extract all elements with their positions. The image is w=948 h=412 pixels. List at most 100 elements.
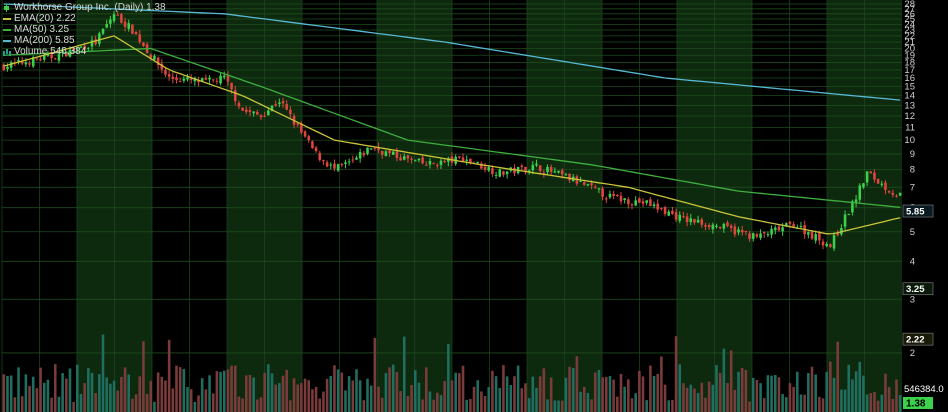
candle-body bbox=[101, 28, 105, 34]
candle-body bbox=[274, 104, 277, 106]
candle-body bbox=[322, 160, 325, 162]
candle-body bbox=[696, 219, 700, 223]
volume-bar bbox=[762, 398, 766, 412]
candle-body bbox=[862, 183, 865, 188]
legend-title: Workhorse Group Inc. (Daily) 1.38 bbox=[14, 2, 166, 13]
candle-body bbox=[182, 78, 186, 81]
candle-body bbox=[788, 221, 792, 224]
volume-bar bbox=[46, 379, 50, 412]
volume-bar bbox=[579, 391, 582, 412]
candle-body bbox=[270, 105, 274, 111]
volume-bar bbox=[109, 383, 112, 412]
volume-bar bbox=[858, 361, 862, 412]
candle-body bbox=[160, 63, 164, 70]
volume-bar bbox=[142, 341, 145, 412]
volume-bar bbox=[256, 399, 259, 412]
candle-body bbox=[366, 147, 369, 154]
candle-body bbox=[61, 50, 64, 53]
candle-body bbox=[737, 229, 740, 233]
volume-bars bbox=[2, 334, 902, 412]
y-tick-label: 24 bbox=[904, 19, 915, 30]
candle-body bbox=[24, 62, 28, 65]
volume-bar bbox=[417, 382, 421, 412]
candle-body bbox=[711, 224, 715, 230]
candle-body bbox=[582, 182, 586, 185]
volume-bar bbox=[83, 383, 86, 412]
volume-bar bbox=[380, 397, 384, 412]
candle-body bbox=[480, 163, 483, 169]
candle-body bbox=[608, 193, 612, 198]
volume-bar bbox=[233, 365, 237, 412]
volume-bar bbox=[399, 391, 402, 412]
volume-bar bbox=[182, 368, 186, 412]
candle-body bbox=[443, 160, 446, 162]
volume-bar bbox=[601, 377, 604, 412]
volume-bar bbox=[425, 367, 428, 412]
volume-bar bbox=[447, 343, 450, 412]
candle-body bbox=[123, 21, 127, 27]
volume-bar bbox=[586, 392, 590, 412]
volume-bar bbox=[421, 399, 424, 412]
ema20-swatch bbox=[3, 17, 11, 20]
candle-body bbox=[623, 198, 626, 201]
candle-body bbox=[204, 77, 208, 80]
y-tick-label: 25 bbox=[904, 14, 915, 25]
volume-bar bbox=[31, 376, 35, 412]
candle-body bbox=[127, 23, 131, 29]
candle-body bbox=[593, 186, 597, 188]
volume-bar bbox=[171, 388, 175, 412]
candle-body bbox=[630, 204, 634, 206]
candle-body bbox=[222, 75, 226, 78]
volume-bar bbox=[333, 365, 336, 412]
volume-bar bbox=[274, 384, 277, 412]
candle-body bbox=[278, 102, 281, 105]
volume-bar bbox=[711, 384, 715, 412]
volume-bar bbox=[373, 337, 377, 412]
candle-body bbox=[399, 157, 402, 161]
volume-bar bbox=[494, 376, 498, 412]
volume-bar bbox=[652, 375, 656, 412]
candle-body bbox=[171, 76, 175, 79]
candle-body bbox=[685, 216, 689, 223]
volume-bar bbox=[307, 380, 311, 412]
candle-body bbox=[557, 170, 560, 173]
candle-body bbox=[178, 81, 182, 83]
candle-body bbox=[57, 54, 61, 61]
candle-body bbox=[413, 160, 417, 162]
legend-ma200: MA(200) 5.85 bbox=[14, 35, 75, 46]
volume-bar bbox=[737, 371, 740, 412]
volume-bar bbox=[259, 397, 263, 412]
volume-bar bbox=[443, 381, 446, 412]
candle-body bbox=[660, 208, 663, 210]
candle-body bbox=[729, 225, 733, 228]
y-tick-label: 3 bbox=[910, 294, 915, 305]
candle-body bbox=[98, 33, 101, 44]
volume-bar bbox=[186, 386, 189, 412]
candle-body bbox=[627, 199, 630, 205]
candle-body bbox=[880, 183, 884, 185]
volume-bar bbox=[230, 365, 233, 412]
volume-bar bbox=[42, 382, 46, 412]
volume-bar bbox=[898, 395, 902, 412]
volume-bar bbox=[270, 373, 274, 412]
candle-body bbox=[432, 163, 435, 165]
candle-body bbox=[465, 159, 468, 161]
volume-bar bbox=[208, 375, 211, 412]
volume-bar bbox=[296, 384, 299, 412]
candle-body bbox=[656, 203, 659, 210]
volume-bar bbox=[366, 378, 369, 412]
volume-bar bbox=[6, 375, 9, 412]
volume-bar bbox=[549, 377, 553, 412]
candle-body bbox=[781, 227, 784, 232]
ema20-line bbox=[3, 35, 901, 235]
volume-bar bbox=[873, 391, 876, 412]
volume-bar bbox=[123, 367, 127, 412]
y-tick-label: 5 bbox=[910, 227, 915, 238]
candle-body bbox=[35, 58, 39, 60]
candle-body bbox=[336, 164, 340, 171]
volume-bar bbox=[87, 368, 90, 412]
volume-icon bbox=[3, 48, 11, 56]
ma50-swatch bbox=[3, 28, 11, 31]
candle-body bbox=[740, 229, 744, 233]
